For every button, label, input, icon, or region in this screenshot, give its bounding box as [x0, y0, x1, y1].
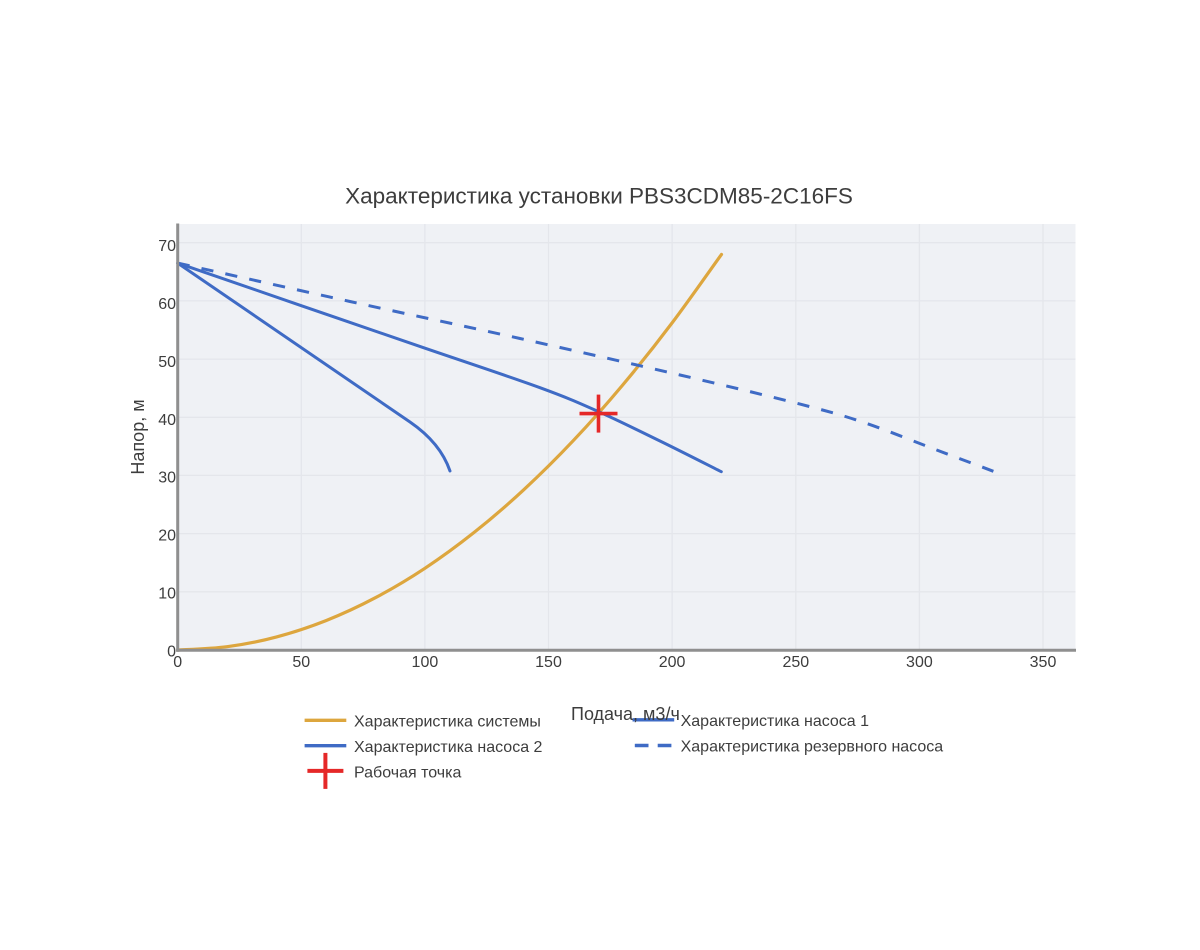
svg-text:Подача, м3/ч: Подача, м3/ч — [571, 704, 680, 724]
svg-text:70: 70 — [158, 238, 176, 255]
svg-text:Характеристика системы: Характеристика системы — [354, 714, 541, 731]
svg-text:Характеристика насоса 2: Характеристика насоса 2 — [354, 739, 543, 756]
svg-text:Характеристика насоса 1: Характеристика насоса 1 — [681, 713, 870, 730]
svg-text:200: 200 — [659, 654, 686, 671]
svg-text:Характеристика резервного насо: Характеристика резервного насоса — [681, 739, 944, 756]
svg-text:0: 0 — [173, 654, 182, 671]
svg-text:Рабочая точка: Рабочая точка — [354, 764, 461, 781]
svg-text:100: 100 — [412, 654, 439, 671]
svg-text:150: 150 — [535, 654, 562, 671]
svg-text:300: 300 — [906, 654, 933, 671]
svg-text:20: 20 — [158, 528, 176, 545]
svg-text:350: 350 — [1030, 654, 1057, 671]
svg-text:Напор, м: Напор, м — [128, 399, 148, 474]
svg-text:30: 30 — [158, 470, 176, 487]
svg-text:250: 250 — [782, 654, 809, 671]
svg-text:10: 10 — [158, 586, 176, 603]
svg-text:0: 0 — [167, 644, 176, 661]
svg-text:50: 50 — [292, 654, 310, 671]
svg-text:50: 50 — [158, 354, 176, 371]
svg-text:40: 40 — [158, 412, 176, 429]
svg-text:60: 60 — [158, 296, 176, 313]
svg-text:Характеристика установки PBS3C: Характеристика установки PBS3CDM85-2C16F… — [345, 183, 853, 208]
